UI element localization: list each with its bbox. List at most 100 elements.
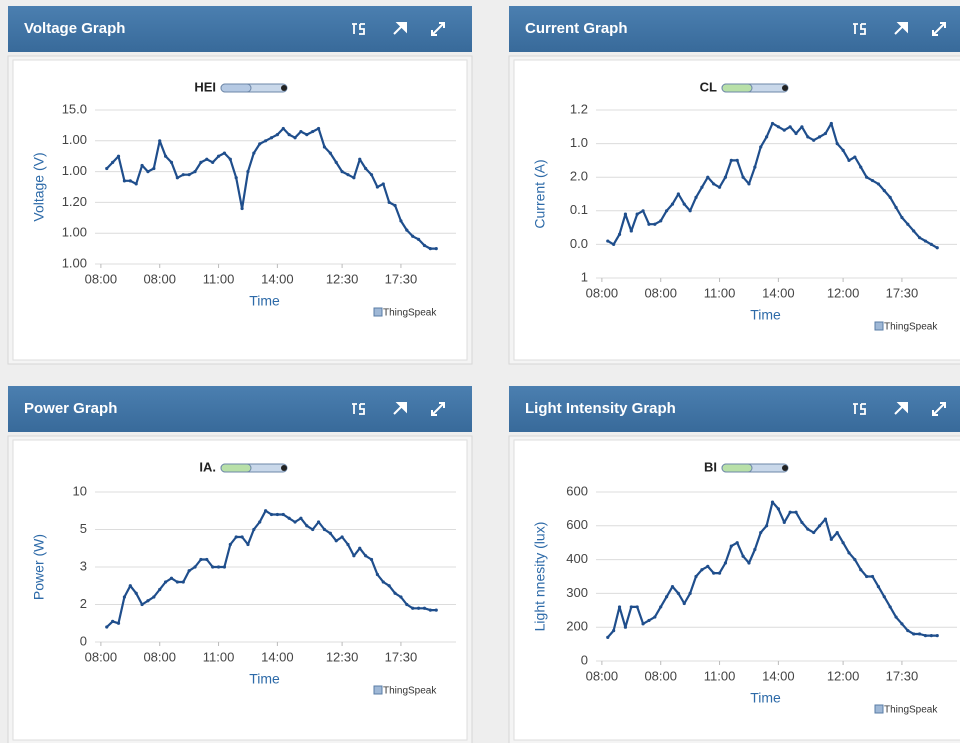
point: [228, 157, 232, 161]
header-icon[interactable]: [932, 402, 946, 416]
point: [865, 574, 869, 579]
point: [776, 125, 780, 129]
header-icon[interactable]: [853, 403, 866, 415]
point: [688, 591, 692, 596]
point: [935, 634, 939, 638]
point: [434, 608, 438, 612]
x-tick-label: 08:00: [143, 271, 176, 286]
point: [305, 133, 309, 137]
point: [352, 176, 356, 180]
point: [782, 520, 786, 525]
point: [647, 618, 651, 623]
point: [116, 621, 121, 625]
y-tick-label: 0.1: [570, 202, 588, 217]
legend-label: HEI: [194, 79, 216, 94]
point: [181, 580, 185, 584]
point: [682, 601, 686, 606]
header-icon[interactable]: [894, 22, 908, 35]
point: [187, 569, 191, 573]
point: [882, 189, 886, 193]
header-icon[interactable]: [853, 23, 866, 35]
x-tick-label: 12:30: [326, 649, 359, 664]
point: [606, 635, 610, 639]
point: [717, 185, 722, 189]
point: [923, 239, 928, 243]
x-axis-label: Time: [249, 293, 280, 309]
point: [770, 500, 775, 504]
panel: Light Intensity GraphBI60060040030020000…: [508, 386, 960, 743]
point: [847, 158, 851, 162]
point: [199, 557, 203, 562]
y-tick-label: 0.0: [570, 236, 588, 251]
point: [364, 554, 368, 558]
point: [240, 206, 244, 211]
point: [287, 133, 291, 137]
point: [134, 182, 138, 186]
point: [369, 557, 374, 562]
point: [741, 554, 745, 558]
point: [623, 625, 628, 629]
point: [629, 229, 633, 233]
point: [169, 160, 174, 164]
header-icon[interactable]: [431, 402, 445, 416]
point: [111, 160, 115, 164]
credit: ThingSpeak: [884, 322, 938, 333]
point: [428, 608, 432, 612]
credit-icon: [874, 704, 884, 714]
point: [246, 170, 250, 174]
point: [782, 128, 786, 132]
point: [128, 179, 132, 183]
point: [346, 542, 350, 547]
point: [723, 175, 728, 179]
header-icon[interactable]: [352, 403, 365, 415]
x-tick-label: 11:00: [704, 285, 736, 300]
y-tick-label: 1.2: [570, 101, 588, 116]
point: [912, 229, 916, 233]
point: [381, 580, 385, 584]
point: [322, 145, 327, 149]
point: [800, 125, 804, 129]
point: [293, 136, 297, 140]
point: [635, 212, 639, 216]
x-tick-label: 14:00: [762, 285, 795, 300]
point: [399, 219, 403, 223]
header-icon[interactable]: [393, 22, 407, 35]
point: [635, 605, 639, 609]
point: [870, 178, 875, 183]
point: [841, 148, 845, 152]
header-icon[interactable]: [431, 22, 445, 36]
point: [175, 176, 179, 180]
x-tick-label: 14:00: [762, 668, 795, 683]
legend-label: IA.: [199, 459, 216, 474]
point: [140, 163, 144, 168]
x-tick-label: 11:00: [203, 649, 235, 664]
point: [723, 561, 728, 565]
x-tick-label: 17:30: [385, 271, 418, 286]
point: [917, 236, 922, 240]
point: [817, 524, 822, 528]
point: [422, 243, 427, 248]
header-icon[interactable]: [894, 402, 908, 415]
point: [670, 202, 675, 206]
point: [882, 595, 886, 599]
legend: IA.: [199, 459, 288, 474]
point: [700, 568, 704, 572]
header-icon[interactable]: [932, 22, 946, 36]
point: [293, 520, 297, 524]
point: [281, 126, 285, 131]
point: [146, 599, 150, 603]
point: [694, 195, 698, 199]
legend: HEI: [194, 79, 288, 94]
legend-knob: [782, 85, 788, 91]
point: [894, 205, 898, 210]
point: [358, 546, 362, 550]
point: [299, 129, 303, 134]
point: [228, 542, 232, 547]
header-icon[interactable]: [393, 402, 407, 415]
point: [935, 246, 939, 250]
header-icon[interactable]: [352, 23, 365, 35]
point: [688, 209, 692, 213]
point: [770, 121, 775, 126]
point: [812, 138, 816, 142]
